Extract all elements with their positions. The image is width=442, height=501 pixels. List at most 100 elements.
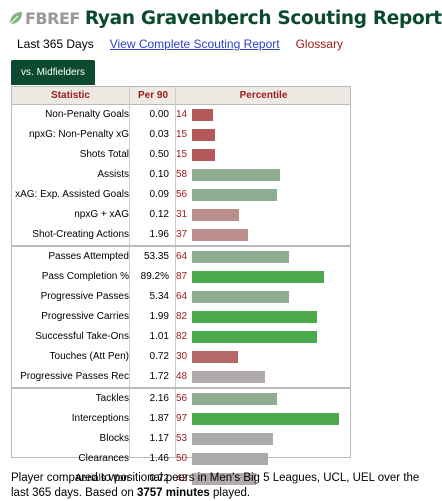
header-per90[interactable]: Per 90 [137,90,169,101]
header-statistic[interactable]: Statistic [51,90,90,101]
table-row: xAG: Exp. Assisted Goals 0.09 56 [12,185,350,205]
stat-name: Tackles [95,393,129,404]
stat-name: Progressive Carries [41,311,129,322]
per90-value: 5.34 [149,291,169,302]
percentile-value: 37 [176,229,188,240]
complete-report-link[interactable]: View Complete Scouting Report [109,37,280,51]
percentile-bar [192,229,248,241]
percentile-bar [192,169,280,181]
stat-name: Aerials Won [75,473,129,484]
percentile-bar [192,271,324,283]
stat-name: Touches (Att Pen) [49,351,129,362]
per90-value: 1.99 [149,311,169,322]
stat-name: Shot-Creating Actions [32,229,129,240]
per90-value: 0.00 [149,109,169,120]
per90-value: 53.35 [143,251,169,262]
stat-name: xAG: Exp. Assisted Goals [15,189,129,200]
percentile-value: 30 [176,351,188,362]
percentile-value: 64 [176,251,188,262]
table-row: Assists 0.10 58 [12,165,350,185]
percentile-value: 97 [176,413,188,424]
per90-value: 1.17 [149,433,169,444]
logo-text: FBREF [25,8,80,28]
footer-text: Player compared to positional peers in M… [11,472,420,499]
percentile-bar [192,291,289,303]
percentile-value: 58 [176,169,188,180]
table-row: Passes Attempted 53.35 64 [12,247,350,267]
table-row: Touches (Att Pen) 0.72 30 [12,347,350,367]
tab-vs-midfielders[interactable]: vs. Midfielders [11,60,95,85]
percentile-value: 15 [176,149,188,160]
percentile-value: 50 [176,453,188,464]
per90-value: 1.87 [149,413,169,424]
stat-name: Successful Take-Ons [35,331,129,342]
per90-value: 0.72 [149,351,169,362]
group-separator [12,387,350,389]
stat-name: Clearances [78,453,129,464]
percentile-value: 82 [176,331,188,342]
per90-value: 0.10 [149,169,169,180]
header-percentile[interactable]: Percentile [239,90,288,101]
percentile-bar [192,311,317,323]
glossary-link[interactable]: Glossary [295,37,343,51]
percentile-bar [192,453,268,465]
footer-minutes: 3757 minutes [136,487,210,499]
percentile-bar [192,129,215,141]
percentile-bar [192,189,277,201]
table-row: Blocks 1.17 53 [12,429,350,449]
table-row: Pass Completion % 89.2% 87 [12,267,350,287]
table-row: Aerials Won 0.72 42 [12,469,350,489]
per90-value: 0.12 [149,209,169,220]
percentile-value: 31 [176,209,188,220]
percentile-value: 56 [176,189,188,200]
per90-value: 0.72 [149,473,169,484]
table-row: Progressive Passes Rec 1.72 48 [12,367,350,387]
per90-value: 0.09 [149,189,169,200]
table-row: Shot-Creating Actions 1.96 37 [12,225,350,245]
group-separator [12,245,350,247]
percentile-bar [192,109,213,121]
table-header: Statistic Per 90 Percentile [12,87,350,105]
leaf-icon [9,12,22,25]
footer-note: Player compared to positional peers in M… [11,471,436,501]
percentile-bar [192,331,317,343]
stat-name: Passes Attempted [48,251,129,262]
report-links: Last 365 Days View Complete Scouting Rep… [17,37,343,51]
per90-value: 0.50 [149,149,169,160]
percentile-value: 64 [176,291,188,302]
column-divider [129,87,130,457]
stat-name: Interceptions [71,413,129,424]
stat-name: npxG: Non-Penalty xG [28,129,129,140]
percentile-bar [192,433,273,445]
table-row: Progressive Passes 5.34 64 [12,287,350,307]
table-row: Tackles 2.16 56 [12,389,350,409]
table-row: npxG: Non-Penalty xG 0.03 15 [12,125,350,145]
table-row: Shots Total 0.50 15 [12,145,350,165]
percentile-value: 82 [176,311,188,322]
percentile-bar [192,149,215,161]
stat-name: Progressive Passes [40,291,129,302]
column-divider [175,87,176,457]
percentile-bar [192,413,339,425]
per90-value: 1.96 [149,229,169,240]
stat-name: Shots Total [79,149,129,160]
stat-name: Assists [97,169,129,180]
per90-value: 89.2% [140,271,169,282]
page-title: Ryan Gravenberch Scouting Report [84,7,442,29]
stat-name: npxG + xAG [74,209,129,220]
stat-name: Pass Completion % [41,271,129,282]
percentile-bar [192,251,289,263]
page-header: FBREF Ryan Gravenberch Scouting Report [8,4,442,32]
percentile-bar [192,351,238,363]
stat-name: Non-Penalty Goals [45,109,129,120]
table-row: Clearances 1.46 50 [12,449,350,469]
table-row: npxG + xAG 0.12 31 [12,205,350,225]
fbref-logo[interactable]: FBREF [8,9,80,28]
stat-name: Blocks [99,433,129,444]
percentile-bar [192,371,265,383]
percentile-value: 42 [176,473,188,484]
footer-text-end: played. [209,487,251,499]
percentile-value: 56 [176,393,188,404]
per90-value: 1.46 [149,453,169,464]
stat-name: Progressive Passes Rec [20,371,129,382]
